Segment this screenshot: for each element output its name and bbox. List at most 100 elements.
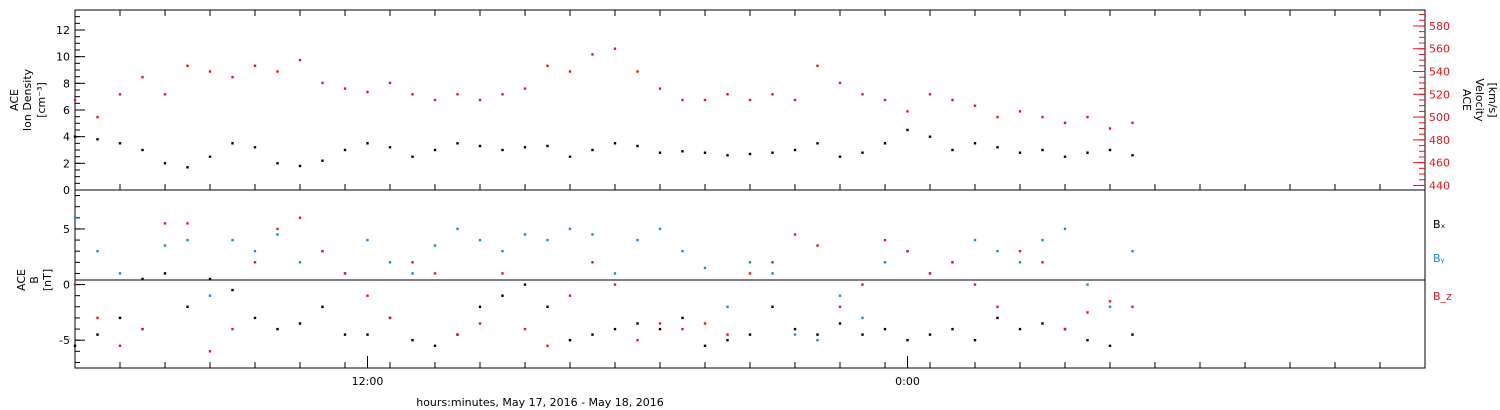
density-point-26: [658, 151, 662, 154]
Bz-point-6: [208, 350, 212, 353]
series-density: [73, 128, 1134, 169]
velocity-point-28: [703, 98, 707, 102]
Bz-point-5: [186, 222, 189, 225]
Bx-point-24: [613, 327, 617, 331]
By-point-7: [231, 238, 234, 242]
Bz-point-17: [456, 333, 459, 336]
velocity-point-24: [613, 47, 617, 50]
density-point-22: [568, 155, 572, 158]
density-tick-label-5: 10: [56, 51, 70, 64]
By-point-8: [253, 250, 257, 253]
series-Bx: [73, 272, 1134, 347]
By-point-1: [96, 250, 99, 253]
velocity-point-38: [928, 93, 932, 96]
Bx-point-7: [231, 288, 234, 292]
Bz-point-7: [231, 327, 234, 331]
By-point-18: [478, 238, 482, 242]
density-point-10: [298, 164, 302, 168]
density-point-32: [793, 148, 797, 152]
velocity-tick-label-0: 440: [1429, 179, 1450, 192]
density-point-4: [163, 162, 167, 165]
density-point-29: [726, 154, 729, 157]
By-point-4: [163, 244, 167, 247]
b-field-tick-label-2: 5: [63, 223, 70, 236]
Bz-point-38: [928, 272, 932, 275]
density-point-21: [546, 144, 549, 148]
Bx-point-31: [771, 305, 774, 308]
x-axis-label: hours:minutes, May 17, 2016 - May 18, 20…: [416, 396, 664, 409]
velocity-point-6: [208, 70, 212, 73]
Bz-point-34: [838, 305, 842, 308]
Bz-point-42: [1018, 250, 1022, 253]
density-axis-label-line1: ACE: [8, 89, 21, 111]
velocity-point-43: [1041, 115, 1044, 119]
By-point-20: [523, 233, 527, 236]
Bz-point-22: [568, 294, 572, 297]
Bz-point-26: [658, 322, 662, 325]
time-tick-label-1: 0:00: [895, 375, 920, 388]
Bz-point-15: [411, 261, 414, 264]
velocity-axis-label-line3: [km/s]: [1486, 82, 1499, 117]
density-point-42: [1018, 151, 1022, 154]
velocity-tick-label-5: 540: [1429, 66, 1450, 79]
Bx-point-28: [703, 344, 707, 347]
Bx-point-23: [591, 333, 594, 336]
velocity-point-13: [366, 90, 369, 94]
density-point-47: [1131, 154, 1134, 157]
density-point-9: [276, 162, 279, 165]
Bx-point-30: [748, 333, 752, 336]
Bx-point-37: [906, 339, 909, 342]
b-field-axis-label-line3: [nT]: [41, 269, 54, 291]
velocity-point-20: [523, 87, 527, 90]
density-axis-ticks: 0 2 4 6 8 10 12: [56, 9, 85, 197]
Bz-point-31: [771, 261, 774, 264]
By-point-28: [703, 266, 707, 270]
velocity-point-19: [501, 93, 504, 96]
data-points: [73, 47, 1134, 353]
velocity-point-8: [253, 64, 257, 67]
density-point-39: [951, 148, 954, 152]
Bx-point-26: [658, 327, 662, 331]
Bz-point-37: [906, 250, 909, 253]
Bz-point-33: [816, 244, 819, 247]
velocity-tick-label-1: 460: [1429, 157, 1450, 170]
velocity-point-26: [658, 87, 662, 90]
density-tick-label-2: 4: [63, 131, 70, 144]
Bx-point-16: [433, 344, 437, 347]
density-point-19: [501, 148, 504, 152]
By-point-29: [726, 305, 729, 308]
density-point-36: [883, 142, 887, 145]
density-point-17: [456, 142, 459, 145]
legend-by: Bᵧ: [1433, 252, 1445, 265]
density-point-20: [523, 146, 527, 149]
By-point-33: [816, 339, 819, 342]
By-point-41: [996, 250, 999, 253]
Bx-point-38: [928, 333, 932, 336]
Bx-point-9: [276, 327, 279, 331]
Bz-point-21: [546, 344, 549, 347]
Bz-point-13: [366, 294, 369, 297]
By-point-6: [208, 294, 212, 297]
By-point-19: [501, 250, 504, 253]
velocity-axis-label-line2: Velocity: [1473, 78, 1486, 122]
series-By: [73, 216, 1134, 342]
Bz-point-9: [276, 227, 279, 231]
Bx-point-29: [726, 339, 729, 342]
Bz-point-20: [523, 327, 527, 331]
velocity-point-42: [1018, 110, 1022, 113]
velocity-tick-label-2: 480: [1429, 134, 1450, 147]
density-tick-label-0: 0: [63, 184, 70, 197]
density-point-5: [186, 166, 189, 169]
Bz-point-16: [433, 272, 437, 275]
Bx-point-22: [568, 339, 572, 342]
By-point-21: [546, 238, 549, 242]
Bx-point-35: [861, 333, 864, 336]
velocity-point-41: [996, 115, 999, 119]
Bx-point-8: [253, 316, 257, 320]
Bx-point-3: [141, 277, 144, 281]
Bx-point-36: [883, 327, 887, 331]
By-point-26: [658, 227, 662, 231]
velocity-point-33: [816, 64, 819, 67]
b-field-axis-label-line2: B: [28, 276, 41, 284]
By-point-23: [591, 233, 594, 236]
